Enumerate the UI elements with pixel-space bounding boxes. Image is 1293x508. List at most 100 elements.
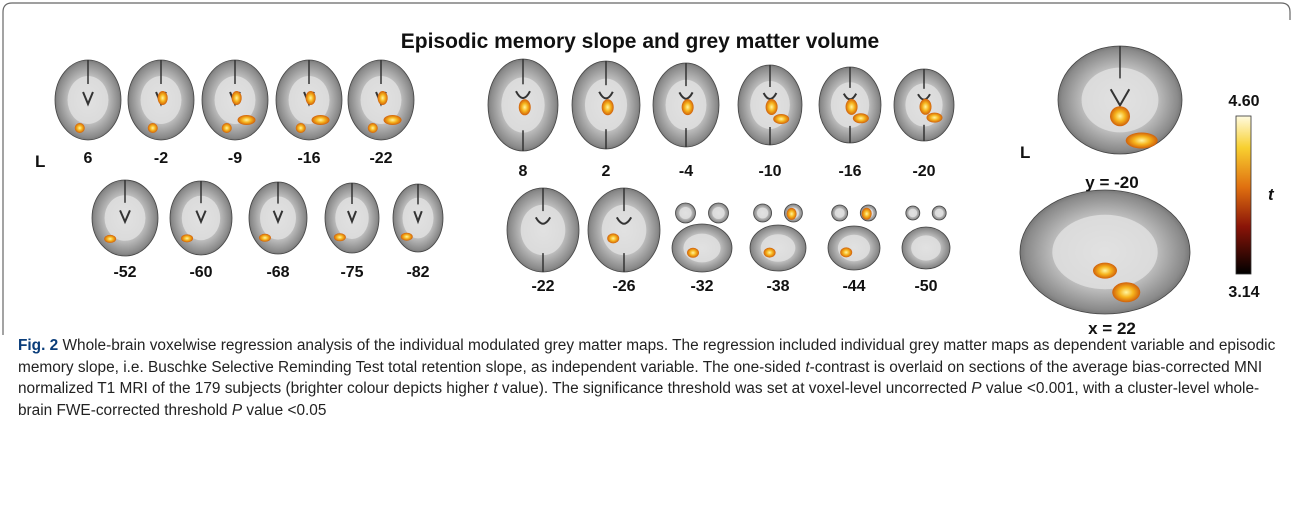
- caption-text: -contrast is overlaid on sections of the…: [18, 358, 1263, 398]
- activation: [74, 123, 85, 133]
- slice-label: -50: [914, 278, 937, 295]
- frame: [2, 2, 1291, 335]
- white-matter: [760, 234, 796, 262]
- slice-label: -60: [189, 264, 212, 281]
- white-matter: [683, 233, 721, 263]
- side-label: L: [35, 152, 45, 171]
- activation: [1093, 262, 1117, 279]
- activation: [681, 99, 694, 116]
- activation: [687, 247, 699, 258]
- white-matter: [104, 195, 146, 241]
- white-matter: [402, 197, 434, 239]
- white-matter: [601, 204, 647, 256]
- white-matter: [911, 235, 941, 261]
- slice-label: -82: [406, 264, 429, 281]
- ventricle: [413, 210, 423, 225]
- ventricle: [272, 210, 284, 225]
- activation: [1112, 282, 1141, 303]
- side-label: L: [1020, 143, 1030, 162]
- ventricle: [534, 216, 552, 225]
- caption-text: t: [805, 358, 810, 376]
- caption-text: P: [231, 401, 243, 419]
- ventricle: [615, 216, 633, 225]
- caption-text: value <0.05: [242, 401, 327, 419]
- white-matter: [520, 204, 566, 256]
- slice-label: -4: [679, 163, 693, 180]
- figure-title: Episodic memory slope and grey matter vo…: [401, 30, 879, 53]
- activation: [157, 91, 168, 105]
- activation: [400, 232, 413, 241]
- activation: [147, 123, 158, 133]
- activation: [305, 91, 316, 105]
- slice-label: -16: [838, 163, 861, 180]
- slice-label: 2: [602, 163, 611, 180]
- slice-label: -10: [758, 163, 781, 180]
- caption-text: value <0.001, with a cluster-level whole…: [18, 380, 1260, 419]
- slice-label: -44: [842, 278, 865, 295]
- slice-label: -68: [266, 264, 289, 281]
- caption-label: Fig. 2: [18, 337, 59, 354]
- slice-label: y = -20: [1085, 173, 1138, 192]
- ventricle: [1109, 88, 1131, 108]
- activation: [377, 91, 388, 105]
- ventricle: [515, 90, 531, 100]
- slice-label: -32: [690, 278, 713, 295]
- slice-label: -22: [531, 278, 554, 295]
- activation: [773, 114, 790, 124]
- white-matter: [757, 207, 769, 219]
- activation: [852, 113, 869, 124]
- activation: [786, 207, 797, 220]
- slice-label: 8: [519, 163, 528, 180]
- activation: [295, 123, 306, 133]
- activation: [258, 233, 271, 242]
- slice-label: -22: [369, 150, 392, 167]
- activation: [333, 233, 346, 242]
- slice-label: -52: [113, 264, 136, 281]
- white-matter: [335, 197, 369, 239]
- activation: [840, 247, 853, 258]
- slice-label: -16: [297, 150, 320, 167]
- activation: [181, 234, 194, 243]
- figure: Episodic memory slope and grey matter vo…: [2, 2, 1291, 335]
- white-matter: [67, 76, 109, 124]
- slice-label: -75: [340, 264, 363, 281]
- activation: [311, 115, 330, 125]
- white-matter: [712, 207, 725, 219]
- activation: [601, 99, 614, 116]
- caption-text: Whole-brain voxelwise regression analysi…: [18, 337, 1276, 376]
- colorbar-label: t: [1268, 185, 1275, 204]
- activation: [845, 98, 858, 115]
- activation: [237, 115, 256, 125]
- slice-label: -26: [612, 278, 635, 295]
- activation: [763, 247, 776, 258]
- activation: [607, 233, 620, 244]
- colorbar: [1235, 115, 1252, 275]
- activation: [1125, 132, 1158, 149]
- slice-label: 6: [84, 150, 93, 167]
- caption-text: t: [493, 380, 498, 397]
- caption-text: value). The significance threshold was s…: [497, 380, 972, 397]
- ventricle: [762, 92, 778, 100]
- activation: [518, 99, 531, 116]
- activation: [104, 234, 117, 243]
- ventricle: [678, 91, 694, 100]
- white-matter: [837, 234, 871, 262]
- colorbar-min: 3.14: [1228, 284, 1259, 301]
- caption: Fig. 2 Whole-brain voxelwise regression …: [18, 335, 1280, 421]
- slice-label: -20: [912, 163, 935, 180]
- activation: [1110, 106, 1130, 127]
- activation: [765, 99, 778, 115]
- colorbar-max: 4.60: [1228, 93, 1259, 110]
- white-matter: [679, 207, 692, 219]
- activation: [221, 123, 232, 133]
- white-matter: [260, 196, 296, 240]
- caption-text: P: [971, 380, 982, 397]
- white-matter: [1052, 214, 1158, 290]
- ventricle: [347, 210, 357, 225]
- ventricle: [82, 91, 94, 107]
- white-matter: [834, 208, 845, 218]
- white-matter: [1081, 67, 1159, 133]
- slice-label: -2: [154, 150, 168, 167]
- slice-label: x = 22: [1088, 319, 1136, 335]
